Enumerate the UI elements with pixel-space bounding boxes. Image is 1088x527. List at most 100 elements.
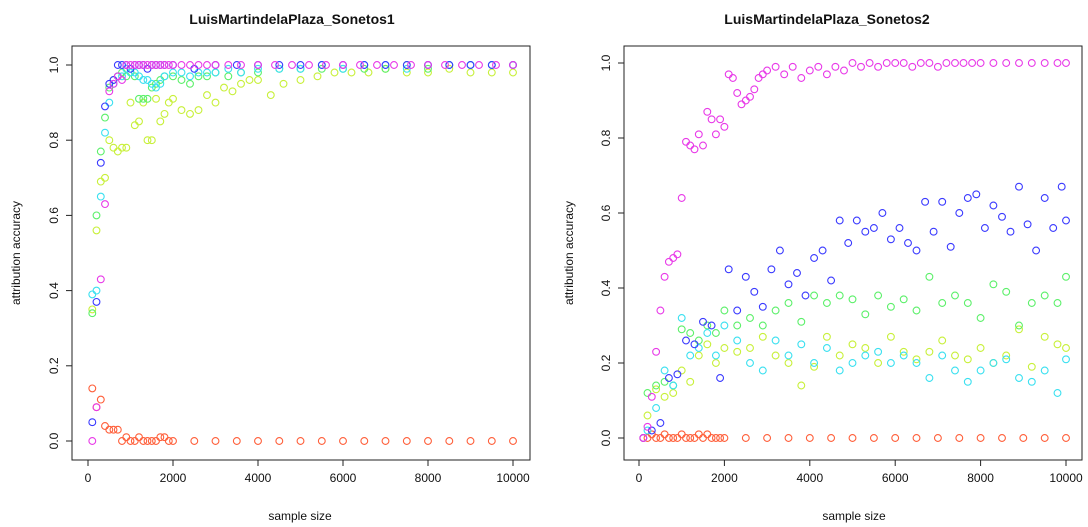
data-point-series-4 (963, 194, 972, 202)
data-point-series-1 (938, 336, 947, 345)
data-point-series-2 (797, 317, 806, 326)
data-point-series-5 (647, 392, 656, 401)
data-point-series-5 (1053, 59, 1062, 67)
data-point-series-4 (1015, 182, 1023, 191)
data-point-series-4 (1006, 227, 1015, 236)
data-point-series-3 (963, 377, 972, 386)
data-point-series-4 (801, 291, 810, 300)
data-point-series-0 (190, 437, 199, 445)
data-point-series-2 (381, 64, 390, 73)
data-point-series-2 (694, 336, 703, 345)
data-point-series-0 (1062, 434, 1070, 442)
data-point-series-1 (1015, 325, 1023, 334)
data-point-series-2 (177, 76, 186, 84)
data-point-series-5 (652, 347, 661, 356)
data-point-series-5 (169, 61, 177, 69)
data-point-series-5 (152, 61, 160, 69)
data-point-series-3 (976, 366, 985, 375)
data-point-series-1 (254, 76, 262, 84)
data-point-series-1 (228, 87, 237, 96)
data-point-series-3 (177, 68, 186, 77)
data-point-series-4 (980, 224, 989, 232)
data-point-series-1 (1040, 332, 1049, 341)
data-point-series-0 (381, 437, 390, 445)
data-point-series-5 (105, 87, 114, 96)
data-point-series-0 (805, 434, 814, 442)
data-point-series-4 (1040, 194, 1049, 202)
data-point-series-0 (152, 437, 160, 445)
data-point-series-2 (938, 299, 947, 307)
data-point-series-1 (694, 351, 703, 360)
data-point-series-2 (758, 321, 767, 330)
data-point-series-3 (96, 192, 105, 201)
data-point-series-4 (1062, 216, 1070, 225)
x-tick-label: 2000 (160, 471, 187, 485)
data-point-series-1 (466, 68, 475, 77)
data-point-series-0 (677, 430, 686, 439)
data-point-series-0 (122, 433, 131, 442)
data-point-series-1 (118, 143, 126, 152)
data-point-series-1 (279, 79, 288, 88)
data-point-series-3 (797, 340, 806, 349)
data-point-series-5 (771, 62, 780, 71)
data-point-series-4 (92, 297, 101, 306)
data-point-series-3 (160, 72, 169, 81)
data-point-series-5 (441, 61, 449, 69)
data-point-series-5 (754, 74, 763, 82)
data-point-series-1 (1062, 344, 1070, 352)
data-point-series-3 (771, 336, 780, 345)
data-point-series-0 (296, 437, 305, 445)
data-point-series-1 (147, 136, 156, 145)
data-point-series-5 (186, 61, 194, 69)
data-point-series-5 (164, 61, 173, 69)
data-point-series-3 (784, 351, 793, 360)
data-point-series-0 (101, 422, 109, 430)
data-point-series-4 (682, 336, 690, 345)
data-point-series-5 (122, 61, 131, 69)
data-points (639, 59, 1070, 442)
data-point-series-1 (652, 385, 661, 394)
data-point-series-4 (895, 224, 904, 232)
data-point-series-5 (373, 61, 381, 69)
data-point-series-5 (737, 100, 746, 109)
data-point-series-5 (1040, 59, 1049, 67)
data-point-series-5 (194, 61, 203, 69)
data-point-series-5 (669, 254, 678, 262)
data-point-series-5 (942, 59, 951, 67)
data-point-series-0 (699, 434, 707, 442)
data-point-series-0 (339, 437, 347, 445)
data-point-series-1 (797, 381, 806, 390)
data-point-series-2 (1027, 299, 1036, 307)
data-point-series-2 (963, 299, 972, 307)
data-point-series-5 (707, 115, 716, 124)
data-point-series-3 (88, 290, 97, 299)
data-point-series-4 (989, 201, 998, 210)
data-point-series-5 (475, 61, 483, 69)
data-point-series-0 (694, 430, 703, 439)
data-point-series-5 (728, 74, 737, 82)
y-tick-label: 0.8 (599, 129, 613, 146)
data-point-series-5 (305, 61, 313, 69)
data-point-series-2 (677, 325, 686, 334)
data-point-series-5 (908, 62, 917, 71)
data-point-series-5 (664, 257, 673, 266)
data-point-series-1 (822, 332, 831, 341)
data-point-series-4 (1032, 246, 1041, 255)
data-point-series-5 (758, 70, 767, 79)
data-point-series-3 (694, 344, 703, 352)
plot-frame (71, 45, 531, 461)
data-point-series-2 (951, 291, 959, 300)
data-point-series-1 (186, 109, 194, 118)
data-point-series-5 (322, 61, 330, 69)
y-tick-label: 0.6 (47, 207, 61, 224)
x-axis: 0 2000 4000 6000 8000 10000 (636, 460, 1083, 485)
data-point-series-1 (126, 98, 135, 107)
data-point-series-3 (886, 359, 895, 367)
data-point-series-4 (869, 224, 878, 232)
data-point-series-0 (118, 437, 126, 445)
data-point-series-3 (186, 72, 194, 81)
data-point-series-5 (1015, 59, 1023, 67)
data-point-series-0 (466, 437, 475, 445)
data-point-series-4 (113, 61, 122, 69)
data-point-series-1 (711, 359, 720, 367)
